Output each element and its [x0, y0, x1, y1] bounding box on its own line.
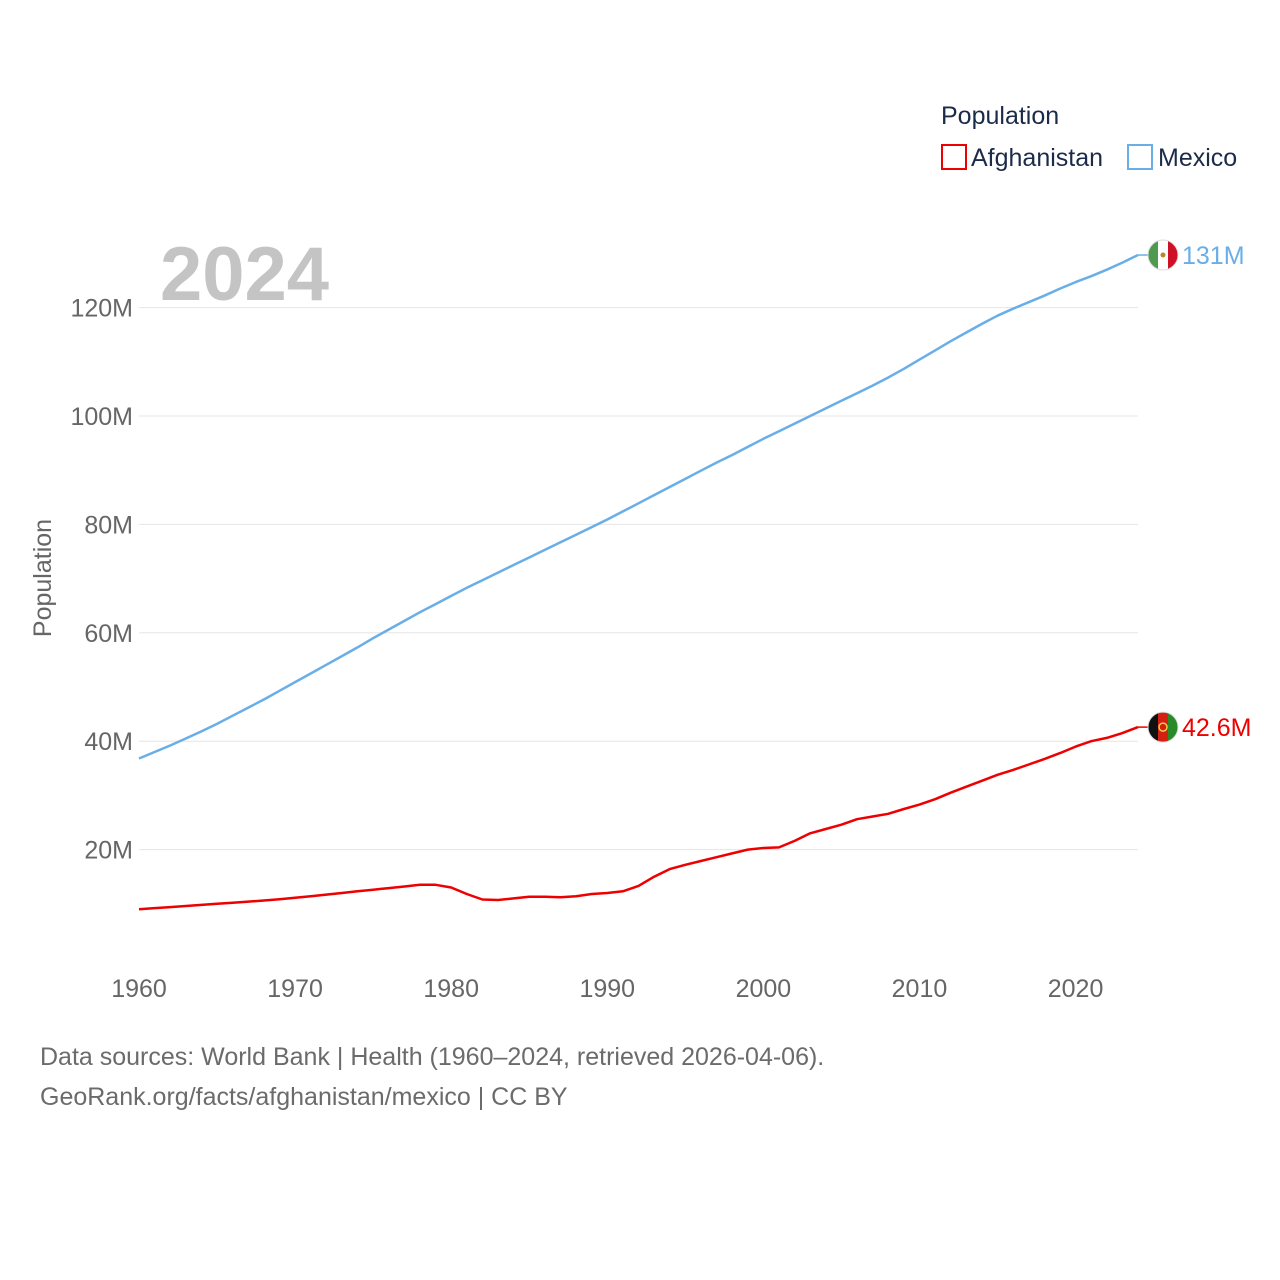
mexico-flag-icon	[1147, 239, 1179, 271]
end-label-afghanistan: 42.6M	[1182, 714, 1251, 742]
x-tick-label: 1970	[267, 975, 323, 1003]
x-tick-label: 1960	[111, 975, 167, 1003]
y-tick-label: 80M	[84, 511, 133, 539]
x-axis-ticks: 1960 1970 1980 1990 2000 2010 2020	[111, 975, 1103, 1003]
year-label: 2024	[160, 232, 329, 317]
series-lines	[138, 253, 1139, 911]
x-tick-label: 1980	[423, 975, 479, 1003]
legend-title: Population	[941, 102, 1059, 130]
afghanistan-flag-icon	[1147, 711, 1179, 743]
legend-label-mexico: Mexico	[1158, 144, 1237, 172]
legend-swatch-mexico	[1127, 144, 1153, 170]
y-tick-label: 100M	[70, 403, 133, 431]
footer-attribution[interactable]: GeoRank.org/facts/afghanistan/mexico | C…	[40, 1083, 568, 1111]
end-label-mexico: 131M	[1182, 242, 1245, 270]
legend-item-afghanistan[interactable]: Afghanistan	[941, 144, 1103, 172]
x-tick-label: 2020	[1048, 975, 1104, 1003]
x-tick-label: 1990	[579, 975, 635, 1003]
y-axis-title: Population	[29, 519, 57, 637]
x-tick-label: 2000	[736, 975, 792, 1003]
y-tick-label: 60M	[84, 620, 133, 648]
y-tick-label: 20M	[84, 837, 133, 865]
footer-sources: Data sources: World Bank | Health (1960–…	[40, 1043, 825, 1071]
y-axis-ticks: 20M 40M 60M 80M 100M 120M	[70, 295, 133, 865]
end-markers: 42.6M 131M	[1138, 239, 1251, 743]
legend-item-mexico[interactable]: Mexico	[1127, 144, 1237, 172]
legend[interactable]: Population Afghanistan Mexico	[941, 102, 1237, 172]
legend-label-afghanistan: Afghanistan	[971, 144, 1103, 172]
series-line-afghanistan	[138, 725, 1139, 911]
series-line-mexico	[138, 253, 1139, 760]
grid-lines	[139, 307, 1138, 851]
y-tick-label: 120M	[70, 295, 133, 323]
y-tick-label: 40M	[84, 728, 133, 756]
legend-swatch-afghanistan	[941, 144, 967, 170]
x-tick-label: 2010	[892, 975, 948, 1003]
